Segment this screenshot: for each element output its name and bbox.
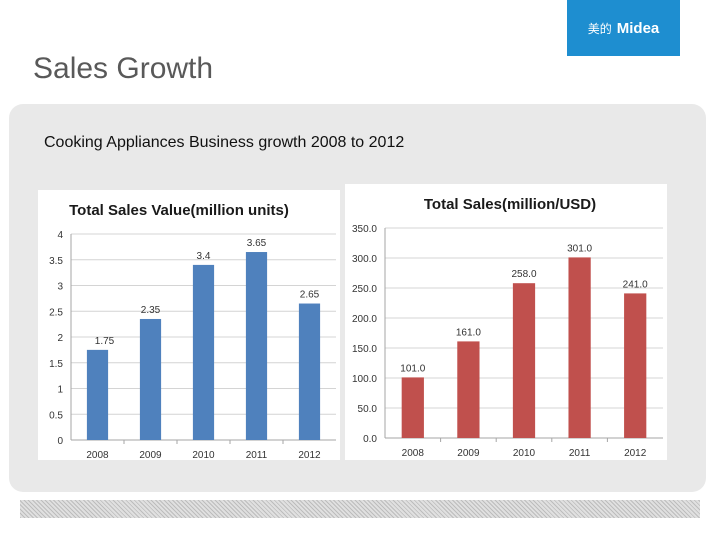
sales-usd-y-tick-label: 0.0 (363, 434, 377, 445)
sales-value-x-tick-label: 2011 (246, 450, 268, 460)
sales-usd-value-label: 241.0 (623, 279, 648, 290)
sales-usd-y-tick-label: 250.0 (352, 284, 377, 295)
sales-usd-x-tick-label: 2012 (624, 448, 647, 459)
sales-usd-value-label: 301.0 (567, 243, 592, 254)
logo-cn-text: 美的 (587, 21, 612, 36)
sales-value-value-label: 3.4 (197, 251, 211, 262)
sales-usd-value-label: 161.0 (456, 327, 481, 338)
sales-value-y-tick-label: 1.5 (49, 359, 63, 370)
sales-value-x-tick-label: 2009 (139, 450, 162, 460)
sales-usd-bar (624, 293, 647, 438)
logo-en-text: Midea (616, 19, 660, 37)
sales-usd-bar (512, 283, 536, 438)
sales-usd-value-label: 258.0 (511, 269, 536, 280)
chart-sales-value-svg: Total Sales Value(million units) 0 0.5 1 1.5… (49, 202, 336, 461)
sales-usd-x-tick-label: 2008 (402, 448, 425, 459)
sales-value-y-tick-label: 1 (57, 385, 63, 396)
sales-value-y-tick-label: 4 (57, 230, 63, 241)
sales-usd-y-tick-label: 100.0 (352, 374, 377, 385)
sales-value-y-tick-label: 0 (57, 436, 63, 447)
sales-value-y-tick-label: 0.5 (49, 410, 63, 421)
sales-value-x-tick-label: 2012 (298, 450, 321, 460)
sales-usd-y-tick-label: 300.0 (352, 254, 377, 265)
page-title: Sales Growth (33, 52, 214, 85)
sales-usd-bar (568, 257, 591, 438)
sales-usd-x-tick-label: 2010 (513, 448, 536, 459)
sales-value-value-label: 2.35 (141, 305, 161, 316)
sales-value-x-tick-label: 2010 (192, 450, 215, 460)
sales-usd-y-tick-label: 50.0 (358, 404, 378, 415)
sales-usd-bar (457, 341, 480, 438)
sales-usd-bar (401, 377, 424, 438)
midea-logo: 美的 Midea (567, 0, 680, 56)
sales-value-y-tick-label: 2.5 (49, 307, 63, 318)
sales-usd-title: Total Sales(million/USD) (424, 196, 596, 213)
sales-usd-y-tick-label: 200.0 (352, 314, 377, 325)
sales-usd-y-tick-label: 350.0 (352, 224, 377, 235)
chart-sales-usd: Total Sales(million/USD) 0.0 50.0 100.0 150.… (345, 184, 667, 460)
sales-value-bar (298, 303, 321, 440)
sales-value-y-tick-label: 2 (57, 333, 63, 344)
sales-usd-value-label: 101.0 (400, 363, 425, 374)
sales-value-y-tick-label: 3.5 (49, 256, 63, 267)
sales-value-title: Total Sales Value(million units) (69, 202, 289, 219)
sales-usd-x-tick-label: 2011 (569, 448, 591, 459)
footer-hatch-band (20, 500, 700, 518)
sales-value-x-tick-label: 2008 (86, 450, 109, 460)
sales-value-y-tick-label: 3 (57, 282, 63, 293)
sales-value-value-label: 3.65 (247, 238, 267, 249)
chart-sales-usd-svg: Total Sales(million/USD) 0.0 50.0 100.0 150.… (352, 196, 663, 459)
sales-value-bar (86, 349, 109, 440)
chart-sales-value: Total Sales Value(million units) 0 0.5 1 1.5… (38, 190, 340, 461)
sales-value-bar (245, 252, 268, 440)
sales-usd-y-tick-label: 150.0 (352, 344, 377, 355)
sales-value-value-label: 1.75 (95, 336, 115, 347)
sales-usd-x-tick-label: 2009 (457, 448, 480, 459)
sales-value-bar (139, 318, 162, 440)
sales-value-value-label: 2.65 (300, 290, 320, 301)
sales-value-bar (192, 264, 215, 440)
panel-subtitle: Cooking Appliances Business growth 2008 … (44, 134, 405, 151)
